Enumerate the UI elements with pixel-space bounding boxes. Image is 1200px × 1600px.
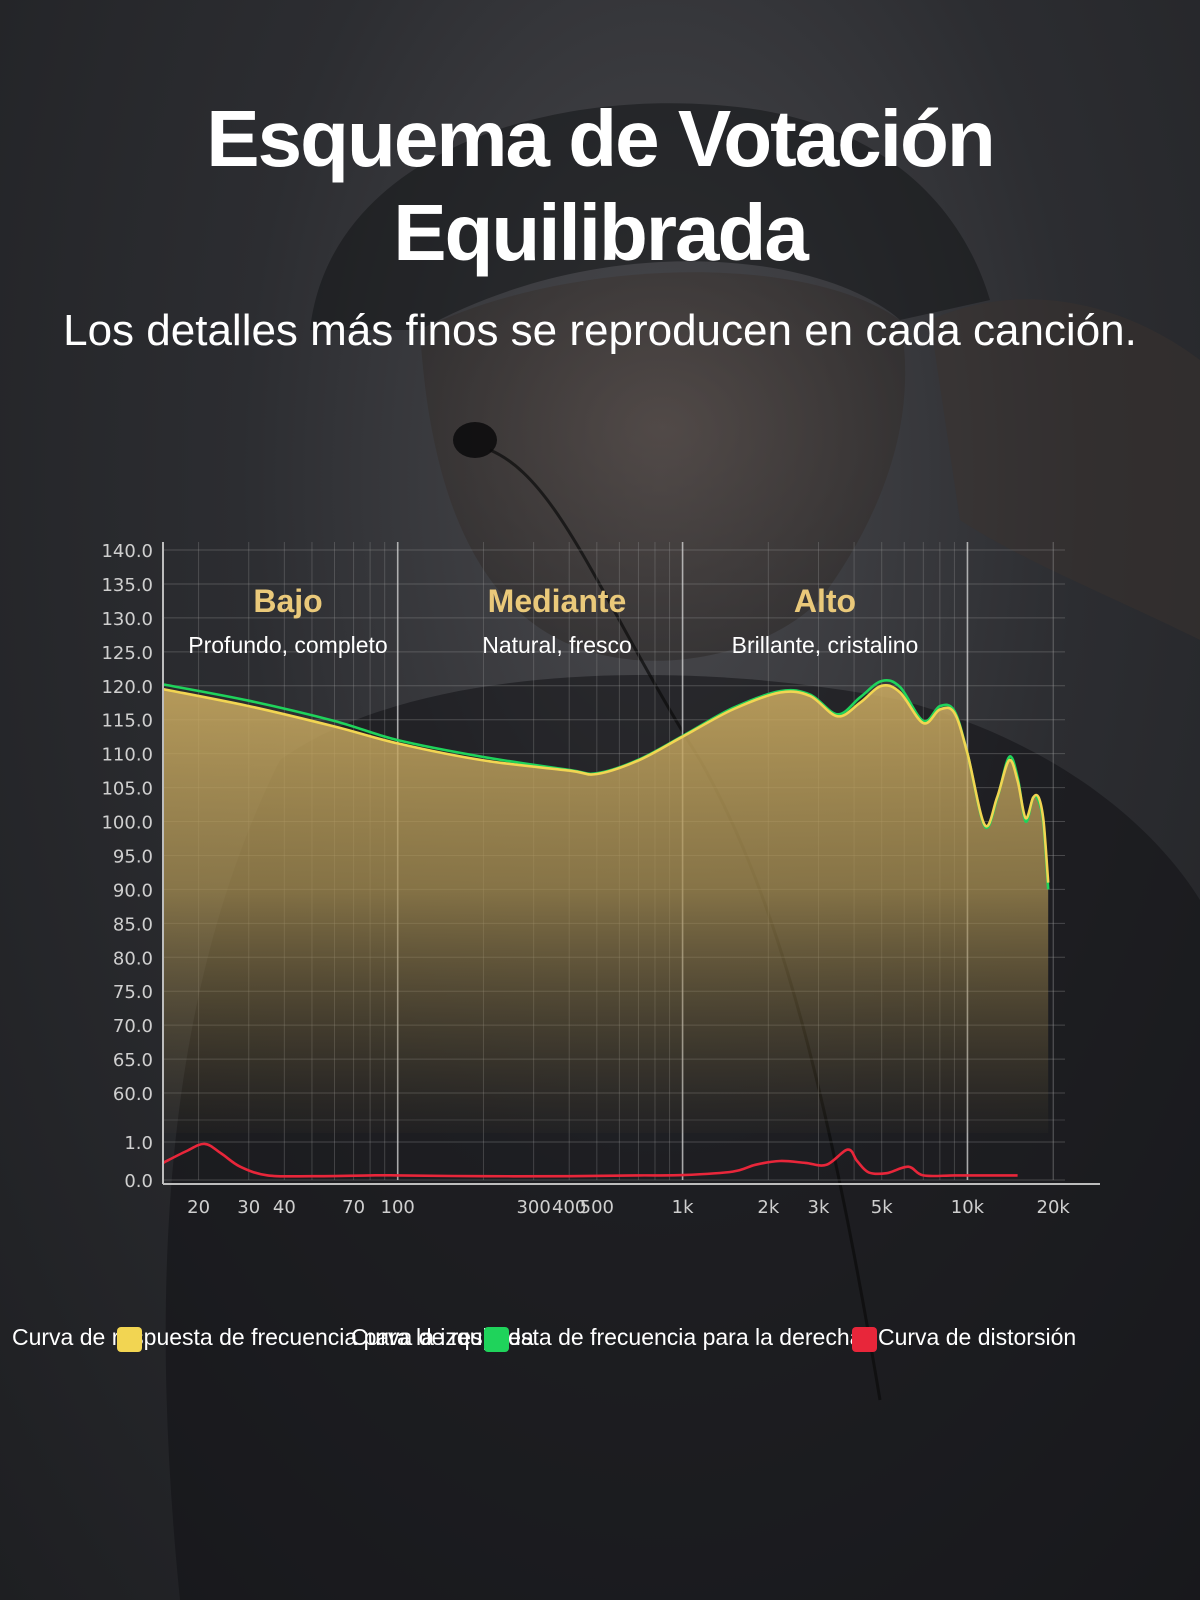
x-tick-label: 10k [951, 1197, 985, 1218]
legend-label-distortion: Curva de distorsión [878, 1324, 1077, 1350]
page-title: Esquema de Votación Equilibrada [0, 92, 1200, 280]
x-tick-label: 30 [237, 1197, 260, 1218]
legend-label-right: Curva de respuesta de frecuencia para la… [351, 1324, 863, 1350]
y-tick-label: 85.0 [113, 914, 153, 935]
page-subtitle: Los detalles más finos se reproducen en … [63, 306, 1137, 355]
x-tick-label: 70 [342, 1197, 365, 1218]
y-tick-label: 60.0 [113, 1084, 153, 1105]
x-tick-label: 500 [580, 1197, 614, 1218]
x-tick-label: 40 [273, 1197, 296, 1218]
legend-swatch-right [484, 1327, 509, 1352]
y-tick-label: 130.0 [101, 609, 153, 630]
y-tick-label: 75.0 [113, 982, 153, 1003]
earbud-shape [453, 422, 497, 458]
y-tick-label: 70.0 [113, 1016, 153, 1037]
legend-label-left: Curva de respuesta de frecuencia para la… [12, 1324, 534, 1350]
y-tick-label: 140.0 [101, 541, 153, 562]
y-tick-label: 135.0 [101, 575, 153, 596]
x-tick-label: 5k [871, 1197, 893, 1218]
x-tick-label: 2k [757, 1197, 779, 1218]
band-title-0: Bajo [253, 583, 322, 619]
y-tick-label: 80.0 [113, 948, 153, 969]
y-tick-label: 120.0 [101, 677, 153, 698]
x-tick-label: 3k [808, 1197, 830, 1218]
y-tick-label: 0.0 [124, 1171, 153, 1192]
chart-series [162, 678, 1050, 1178]
raised-arm-shape [930, 299, 1200, 640]
beanie-shape [310, 103, 990, 330]
y-tick-label: 1.0 [124, 1133, 153, 1154]
y-tick-label: 90.0 [113, 880, 153, 901]
y-tick-label: 100.0 [101, 813, 153, 834]
chart-area-fill [163, 685, 1049, 1133]
legend-swatch-distortion [852, 1327, 877, 1352]
y-tick-label: 115.0 [101, 711, 153, 732]
y-tick-label: 95.0 [113, 846, 153, 867]
face-shape [420, 272, 906, 661]
band-subtitle-2: Brillante, cristalino [732, 632, 919, 658]
x-tick-label: 400 [552, 1197, 586, 1218]
band-title-2: Alto [794, 583, 856, 619]
y-tick-label: 110.0 [101, 745, 153, 766]
y-tick-label: 125.0 [101, 643, 153, 664]
x-tick-label: 20k [1037, 1197, 1071, 1218]
y-tick-label: 65.0 [113, 1050, 153, 1071]
band-subtitle-1: Natural, fresco [482, 632, 632, 658]
legend-swatch-left [117, 1327, 142, 1352]
chart-axes: 140.0 135.0 130.0 125.0 120.0 115.0 110.0 105.0… [101, 541, 1100, 1218]
x-tick-label: 100 [381, 1197, 415, 1218]
x-tick-label: 20 [187, 1197, 210, 1218]
y-tick-label: 105.0 [101, 779, 153, 800]
page-title-line2: Equilibrada [393, 188, 809, 277]
chart-band-labels: Bajo Profundo, completo Mediante Natural, f… [188, 583, 918, 658]
band-title-1: Mediante [488, 583, 627, 619]
band-subtitle-0: Profundo, completo [188, 632, 387, 658]
chart-legend: Curva de respuesta de frecuencia para la… [0, 1322, 1200, 1362]
x-tick-label: 300 [516, 1197, 550, 1218]
left-response-line [162, 683, 1050, 883]
page-title-line1: Esquema de Votación [206, 94, 995, 183]
frequency-response-chart: 140.0 135.0 130.0 125.0 120.0 115.0 110.0 105.0… [101, 541, 1100, 1218]
x-tick-label: 1k [672, 1197, 694, 1218]
distortion-line [162, 1142, 1018, 1178]
response-area-fill [163, 685, 1049, 1133]
